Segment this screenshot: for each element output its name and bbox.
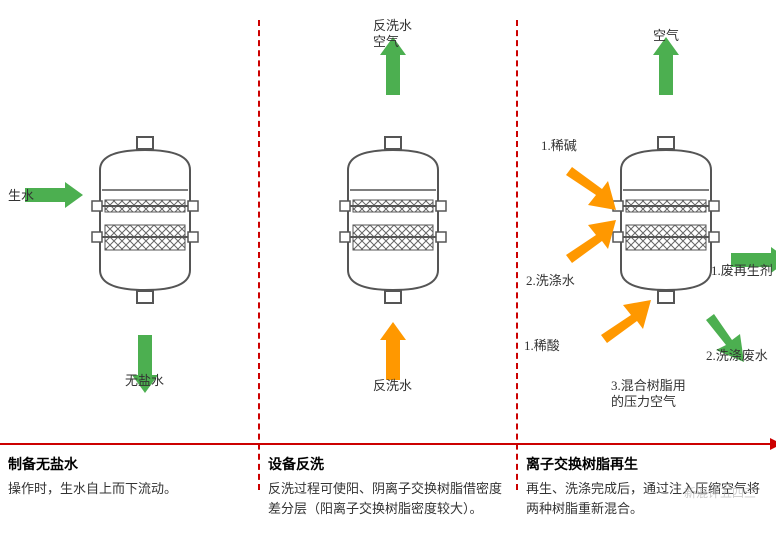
svg-text:1.废再生剂: 1.废再生剂 xyxy=(711,263,773,278)
svg-text:反洗水: 反洗水 xyxy=(373,18,412,33)
watermark: 新混评五四三 xyxy=(684,484,756,501)
diagram-canvas: 生水无盐水反洗水空气反洗水空气1.稀碱2.洗涤水1.稀酸1.废再生剂2.洗涤废水… xyxy=(0,0,776,443)
desc-title-3: 离子交换树脂再生 xyxy=(526,454,766,475)
svg-text:反洗水: 反洗水 xyxy=(373,378,412,393)
desc-block-1: 制备无盐水 操作时，生水自上而下流动。 xyxy=(8,454,248,499)
svg-text:无盐水: 无盐水 xyxy=(125,373,164,388)
desc-text-1: 操作时，生水自上而下流动。 xyxy=(8,479,248,499)
svg-text:3.混合树脂用: 3.混合树脂用 xyxy=(611,378,686,393)
desc-title-1: 制备无盐水 xyxy=(8,454,248,475)
svg-text:1.稀酸: 1.稀酸 xyxy=(524,338,560,353)
svg-text:生水: 生水 xyxy=(8,188,34,203)
desc-text-2: 反洗过程可使阳、阴离子交换树脂借密度差分层（阳离子交换树脂密度较大）。 xyxy=(268,479,508,518)
svg-text:空气: 空气 xyxy=(373,34,399,49)
svg-text:2.洗涤废水: 2.洗涤废水 xyxy=(706,348,768,363)
svg-text:空气: 空气 xyxy=(653,28,679,43)
desc-block-2: 设备反洗 反洗过程可使阳、阴离子交换树脂借密度差分层（阳离子交换树脂密度较大）。 xyxy=(268,454,508,518)
svg-text:2.洗涤水: 2.洗涤水 xyxy=(526,273,575,288)
svg-text:1.稀碱: 1.稀碱 xyxy=(541,138,577,153)
desc-title-2: 设备反洗 xyxy=(268,454,508,475)
timeline-arrow xyxy=(0,443,776,445)
svg-text:的压力空气: 的压力空气 xyxy=(611,394,676,409)
